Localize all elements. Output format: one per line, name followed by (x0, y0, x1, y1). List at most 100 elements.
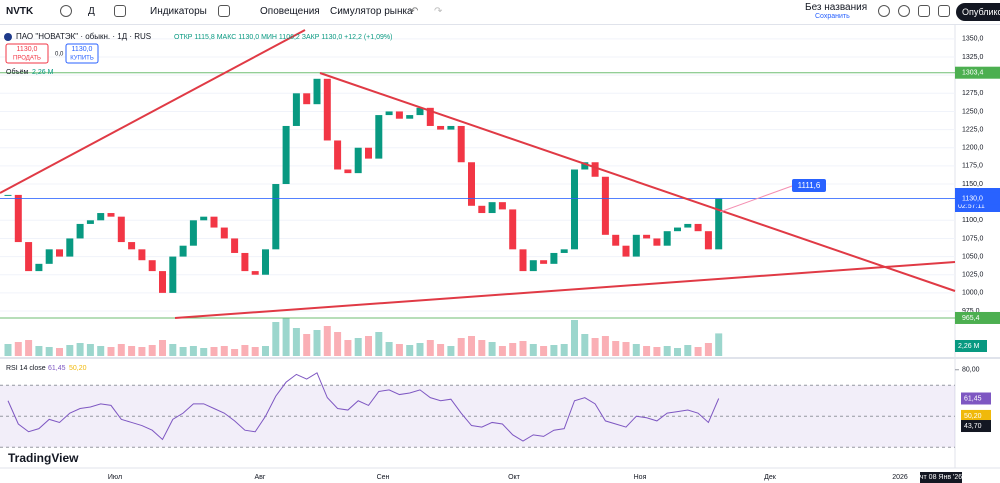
volume-bar (674, 348, 681, 356)
publish-button[interactable]: Опубликовать (956, 3, 1000, 21)
volume-bar (272, 322, 280, 356)
price-tick-label: 1225,0 (962, 126, 984, 133)
candle-body (426, 107, 434, 126)
trend-line[interactable] (0, 29, 306, 194)
volume-bar (653, 347, 661, 356)
brand-logo[interactable]: TradingView (8, 451, 79, 465)
volume-bar (344, 340, 352, 356)
candle-body (715, 198, 723, 250)
rsi-legend: RSI 14 close (6, 365, 46, 372)
candle-body (45, 249, 53, 264)
redo-button[interactable]: ↷ (434, 6, 443, 17)
buy-price[interactable]: 1130,0 (72, 46, 93, 53)
candle-body (117, 216, 125, 243)
buy-button[interactable] (65, 43, 99, 64)
candle-body (406, 115, 414, 119)
candle-body (468, 162, 475, 206)
candle-body (416, 107, 424, 116)
volume-bar (488, 342, 496, 356)
time-label: Июл (108, 474, 122, 481)
sell-label[interactable]: ПРОДАТЬ (13, 56, 41, 62)
countdown: 02:57:11 (958, 203, 985, 210)
rsi-legend-value: 61,45 (48, 365, 66, 372)
candle-body (282, 125, 290, 185)
price-marker-label: 965,4 (962, 315, 980, 322)
candle-body (303, 93, 311, 105)
volume-bar (148, 345, 156, 356)
sell-price[interactable]: 1130,0 (17, 46, 38, 53)
candle-body (704, 231, 712, 250)
undo-button[interactable]: ↶ (410, 6, 419, 17)
candle-body (385, 111, 393, 116)
candle-body (148, 260, 156, 272)
candle-body (457, 125, 465, 163)
rsi-marker-box (961, 392, 991, 405)
fullscreen-button[interactable] (918, 5, 930, 17)
volume-bar (220, 346, 228, 356)
candle-body (674, 227, 681, 232)
volume-bar (241, 345, 249, 356)
buy-label[interactable]: КУПИТЬ (70, 56, 94, 62)
volume-bar (313, 330, 321, 356)
candle-body (97, 213, 105, 221)
layout-name[interactable]: Без названия (805, 2, 868, 13)
rsi-marker-box (961, 409, 991, 422)
replay-button[interactable]: Симулятор рынка (330, 6, 413, 17)
candle-body (694, 223, 702, 232)
candle-body (35, 263, 43, 272)
price-tick-label: 1350,0 (962, 36, 984, 43)
volume-bar (76, 343, 84, 356)
rsi-line (7, 372, 720, 442)
candle-body (14, 194, 22, 243)
templates-button[interactable] (218, 5, 230, 17)
price-tick-label: 1275,0 (962, 90, 984, 97)
settings-button[interactable] (898, 5, 910, 17)
volume-bar (468, 336, 475, 356)
indicators-button[interactable]: Индикаторы (150, 6, 207, 17)
cursor-date: чт 08 Янв '26 (920, 474, 962, 481)
volume-bar (107, 347, 115, 356)
volume-bar (231, 349, 239, 356)
volume-bar (323, 326, 331, 356)
trend-line[interactable] (319, 72, 956, 292)
candle-body (488, 202, 496, 214)
chart-type-button[interactable] (114, 5, 126, 17)
price-tick-label: 1150,0 (962, 181, 983, 188)
volume-bar (200, 348, 208, 356)
trend-line[interactable] (174, 261, 956, 319)
time-label: Ноя (634, 474, 647, 481)
price-tick-label: 1325,0 (962, 54, 984, 61)
candle-body (571, 169, 578, 250)
price-marker-box (955, 66, 1000, 79)
volume-bar (540, 346, 548, 356)
volume-bar (498, 346, 506, 356)
candle-body (251, 271, 259, 275)
price-tick-label: 1050,0 (962, 253, 984, 260)
symbol-search[interactable]: NVTK (6, 6, 34, 17)
cursor-date-box (920, 472, 962, 483)
quick-search-button[interactable] (878, 5, 890, 17)
candle-body (498, 202, 506, 210)
compare-button[interactable] (60, 5, 72, 17)
projection-line[interactable] (719, 185, 793, 213)
snapshot-button[interactable] (938, 5, 950, 17)
volume-bar (86, 344, 94, 356)
volume-bar (189, 346, 197, 356)
volume-bar (571, 320, 578, 356)
volume-bar (179, 347, 187, 356)
volume-bar (292, 328, 300, 356)
symbol-logo (4, 33, 12, 41)
interval-button[interactable]: Д (88, 6, 95, 17)
price-marker-label: 1130,0 (962, 195, 983, 202)
rsi-ma-legend-value: 50,20 (69, 365, 87, 372)
candle-body (210, 216, 218, 228)
volume-bar (14, 342, 22, 356)
volume-bar (25, 340, 33, 356)
alerts-button[interactable]: Оповещения (260, 6, 320, 17)
volume-bar (395, 344, 403, 356)
rsi-marker-label: 50,20 (964, 413, 982, 420)
series-layer (0, 38, 955, 448)
candle-body (4, 194, 12, 196)
candle-body (437, 125, 445, 130)
sell-button[interactable] (5, 43, 49, 64)
